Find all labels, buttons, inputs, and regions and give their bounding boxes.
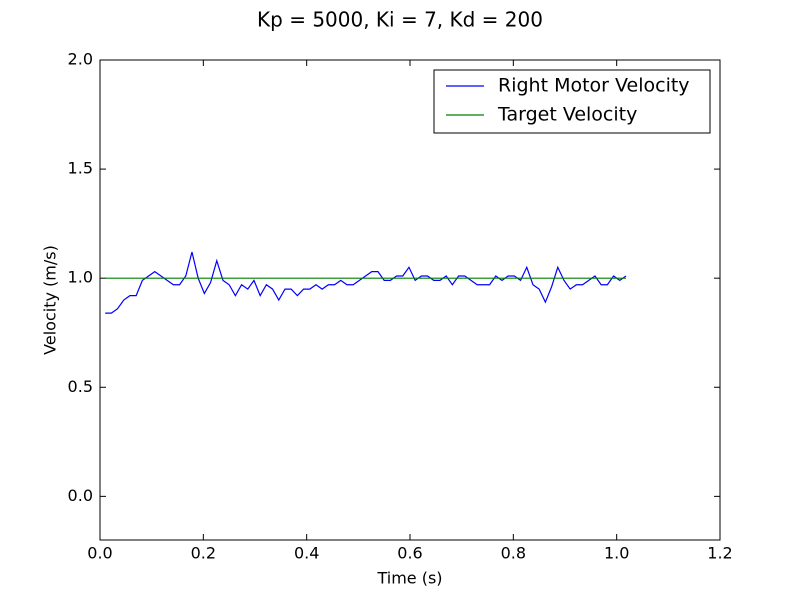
legend-box	[433, 69, 711, 134]
y-tick-label: 2.0	[68, 50, 93, 69]
x-tick-label: 0.0	[87, 544, 112, 563]
legend-label: Target Velocity	[497, 104, 637, 126]
chart-title: Kp = 5000, Ki = 7, Kd = 200	[257, 8, 543, 32]
x-tick-label: 0.8	[501, 544, 526, 563]
x-tick-label: 0.4	[294, 544, 319, 563]
x-tick-label: 0.2	[191, 544, 216, 563]
y-axis-label: Velocity (m/s)	[41, 245, 60, 355]
series-line	[105, 251, 627, 314]
y-tick-label: 1.5	[68, 159, 93, 178]
x-tick-label: 1.0	[604, 544, 629, 563]
y-tick-label: 0.5	[68, 377, 93, 396]
legend-label: Right Motor Velocity	[498, 75, 690, 97]
x-axis-label: Time (s)	[376, 569, 442, 588]
x-tick-label: 0.6	[397, 544, 422, 563]
plot-frame	[99, 59, 721, 541]
y-tick-label: 0.0	[68, 486, 93, 505]
y-tick-label: 1.0	[68, 268, 93, 287]
x-tick-label: 1.2	[707, 544, 732, 563]
